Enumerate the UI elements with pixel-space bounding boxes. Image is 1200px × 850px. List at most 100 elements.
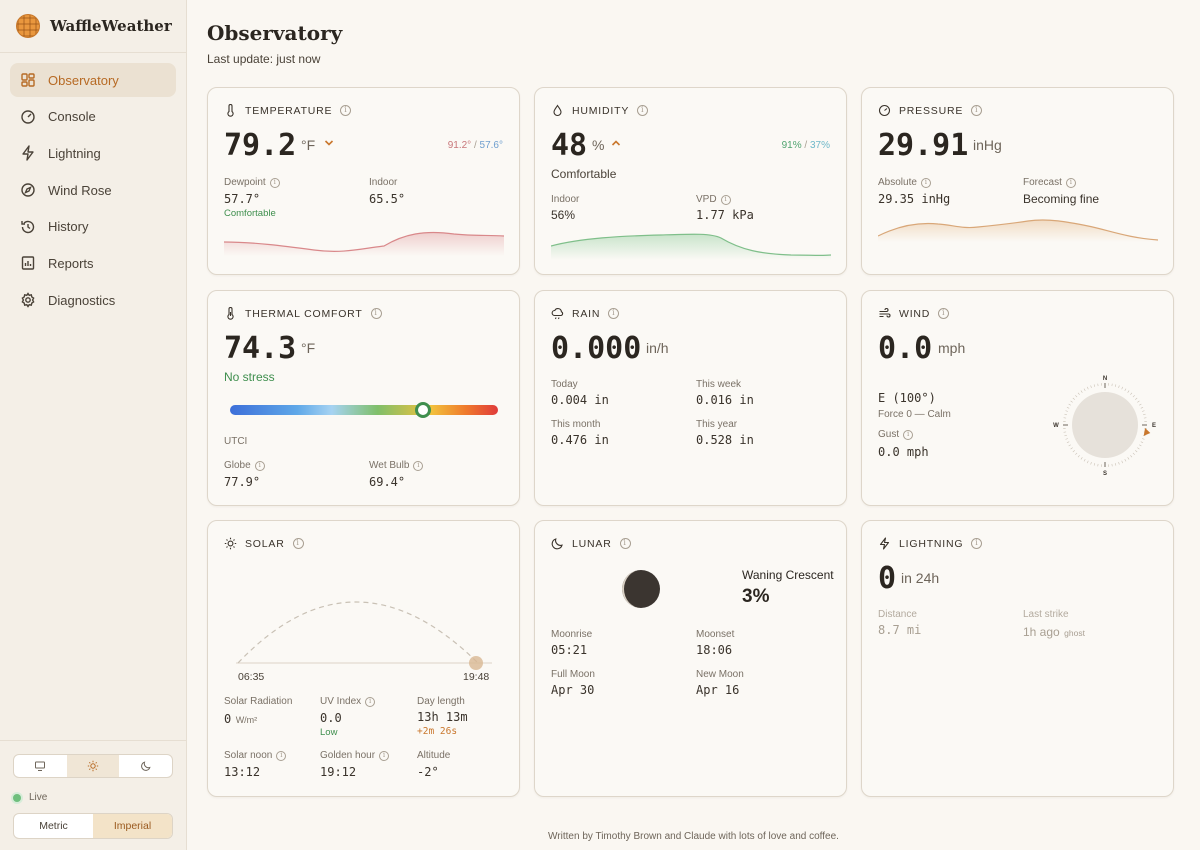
info-icon[interactable] <box>379 750 390 761</box>
globe-label-text: Globe <box>224 460 251 471</box>
card-title: RAIN <box>572 307 601 320</box>
last-strike-value: 1h ago ghost <box>1023 623 1085 641</box>
sun-path-chart <box>236 601 492 670</box>
unit-imperial-button[interactable]: Imperial <box>93 814 172 838</box>
brand[interactable]: WaffleWeather <box>0 0 186 53</box>
solar-card: SOLAR 06:35 19:48 Solar Radiation 0 W/m²… <box>207 520 520 797</box>
humidity-range: 91% / 37% <box>781 140 830 151</box>
gauge-icon <box>878 104 891 117</box>
compass-n-label: N <box>1103 376 1107 382</box>
info-icon[interactable] <box>920 177 931 188</box>
compass-tick <box>1068 403 1071 406</box>
indoor-label: Indoor <box>369 177 398 188</box>
info-icon[interactable] <box>254 460 265 471</box>
moon-phase-name: Waning Crescent <box>742 568 834 582</box>
humidity-status: Comfortable <box>551 167 617 181</box>
last-update: Last update: just now <box>207 52 321 66</box>
theme-light-button[interactable] <box>66 755 120 777</box>
info-icon[interactable] <box>370 308 382 319</box>
gauge-icon <box>20 109 36 125</box>
history-icon <box>20 219 36 235</box>
compass-tick <box>1066 441 1070 444</box>
compass-tick <box>1114 463 1117 466</box>
pressure-unit: inHg <box>973 137 1002 153</box>
info-icon[interactable] <box>276 750 287 761</box>
compass-tick <box>1083 459 1086 462</box>
compass-tick <box>1086 386 1089 390</box>
compass-tick <box>1064 434 1067 437</box>
temperature-low: 57.6° <box>479 140 503 151</box>
globe-value: 77.9° <box>224 475 261 489</box>
rain-today-value: 0.004 in <box>551 393 609 407</box>
rain-value: 0.000 <box>551 331 642 366</box>
compass-tick <box>1137 447 1140 450</box>
compass-tick <box>1075 452 1078 455</box>
sidebar-item-diagnostics[interactable]: Diagnostics <box>10 283 176 317</box>
wetbulb-label-text: Wet Bulb <box>369 460 410 471</box>
main-content: Observatory Last update: just now TEMPER… <box>187 0 1200 850</box>
card-title: WIND <box>899 307 931 320</box>
rain-unit: in/h <box>646 340 669 356</box>
card-title: PRESSURE <box>899 104 964 117</box>
compass-tick <box>1070 400 1073 403</box>
sidebar-item-console[interactable]: Console <box>10 100 176 134</box>
compass-tick <box>1124 388 1127 391</box>
info-icon[interactable] <box>720 194 731 205</box>
newmoon-label: New Moon <box>696 669 744 680</box>
live-label: Live <box>29 792 48 803</box>
footer: Written by Timothy Brown and Claude with… <box>548 831 839 842</box>
info-icon[interactable] <box>971 538 983 549</box>
info-icon[interactable] <box>637 105 649 116</box>
daylength-value: 13h 13m <box>417 710 468 724</box>
info-icon[interactable] <box>971 105 983 116</box>
card-header: LIGHTNING <box>878 537 983 550</box>
sunset-time: 19:48 <box>463 671 490 683</box>
sun-position-icon <box>469 656 483 670</box>
sidebar-item-history[interactable]: History <box>10 210 176 244</box>
wind-force: Force 0 — Calm <box>878 409 951 420</box>
sidebar-item-reports[interactable]: Reports <box>10 246 176 280</box>
info-icon[interactable] <box>938 308 950 319</box>
sidebar-item-wind-rose[interactable]: Wind Rose <box>10 173 176 207</box>
info-icon[interactable] <box>269 177 280 188</box>
humidity-sparkline <box>551 233 831 260</box>
bolt-icon <box>879 537 890 550</box>
info-icon[interactable] <box>903 429 914 440</box>
theme-system-button[interactable] <box>14 755 67 777</box>
compass-tick <box>1065 438 1068 440</box>
compass-tick <box>1075 395 1078 398</box>
info-icon[interactable] <box>1065 177 1076 188</box>
info-icon[interactable] <box>608 308 620 319</box>
sidebar-footer: Live Metric Imperial <box>0 740 186 850</box>
rain-today-label: Today <box>551 379 578 390</box>
compass-icon <box>20 182 36 198</box>
compass-tick <box>1072 450 1075 453</box>
radiation-value: 0 W/m² <box>224 710 257 728</box>
theme-dark-button[interactable] <box>119 755 172 777</box>
newmoon-value: Apr 16 <box>696 683 740 697</box>
gear-icon <box>20 292 36 308</box>
sidebar-item-observatory[interactable]: Observatory <box>10 63 176 97</box>
gust-label: Gust <box>878 429 914 440</box>
info-icon[interactable] <box>413 460 424 471</box>
compass-tick <box>1132 395 1135 398</box>
humidity-value: 48 <box>551 128 588 163</box>
unit-metric-button[interactable]: Metric <box>39 820 68 832</box>
droplet-icon <box>553 104 562 117</box>
info-icon[interactable] <box>365 696 376 707</box>
sidebar-item-label: Diagnostics <box>48 292 116 308</box>
absolute-label: Absolute <box>878 177 931 188</box>
info-icon[interactable] <box>340 105 352 116</box>
info-icon[interactable] <box>619 538 631 549</box>
compass-tick <box>1118 385 1120 388</box>
info-icon[interactable] <box>292 538 304 549</box>
monitor-icon <box>35 761 46 771</box>
report-icon <box>20 255 36 271</box>
wetbulb-label: Wet Bulb <box>369 460 424 471</box>
sidebar-item-lightning[interactable]: Lightning <box>10 136 176 170</box>
dewpoint-value: 57.7° <box>224 192 261 206</box>
compass-e-label: E <box>1152 423 1156 429</box>
temperature-high: 91.2° <box>447 140 472 151</box>
uv-label-text: UV Index <box>320 696 362 707</box>
moonset-value: 18:06 <box>696 643 733 657</box>
